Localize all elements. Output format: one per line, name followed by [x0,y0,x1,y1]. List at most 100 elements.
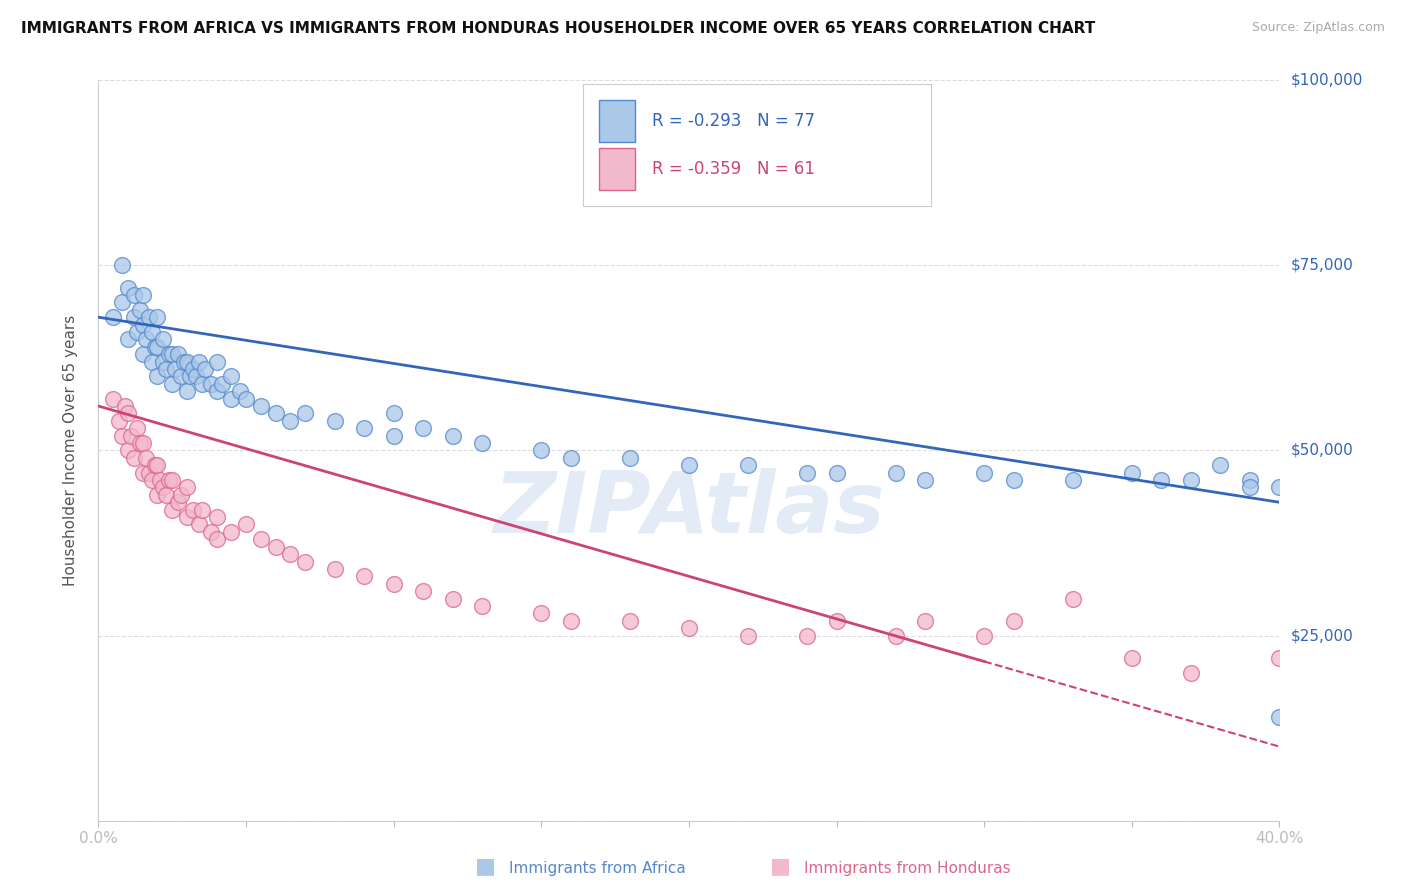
Text: $75,000: $75,000 [1291,258,1354,273]
Point [973,628,995,642]
Point [157,347,180,361]
Text: $50,000: $50,000 [1291,443,1354,458]
Point [250,533,273,547]
Point [108,414,131,428]
Point [176,384,198,399]
Point [560,614,582,628]
Point [1121,466,1143,480]
Point [155,488,177,502]
Point [221,369,243,384]
Point [412,584,434,599]
Point [264,407,287,421]
Point [825,614,848,628]
FancyBboxPatch shape [599,100,634,142]
Point [737,458,759,473]
Point [191,376,214,391]
Point [441,591,464,606]
Point [165,362,187,376]
Point [173,354,195,368]
Point [146,488,169,502]
Point [187,517,209,532]
Point [678,621,700,635]
Point [187,354,209,368]
Point [111,428,134,442]
Point [294,554,316,569]
Point [157,473,180,487]
Point [1062,473,1084,487]
Point [141,354,163,368]
Point [162,347,183,361]
Point [152,332,174,346]
Point [117,407,139,421]
Point [135,332,157,346]
Point [125,421,148,435]
Point [114,399,136,413]
Point [205,354,228,368]
Point [382,576,405,591]
Point [135,450,157,465]
Point [111,258,134,272]
Point [205,384,228,399]
Point [132,436,155,450]
Text: $25,000: $25,000 [1291,628,1354,643]
Point [1268,480,1291,494]
Point [280,414,302,428]
Point [1239,473,1261,487]
Point [138,310,160,325]
Point [162,502,183,516]
Point [221,392,243,406]
Point [152,480,174,494]
Point [143,340,166,354]
Point [221,524,243,539]
Point [162,376,183,391]
Point [382,407,405,421]
Point [678,458,700,473]
Point [619,450,641,465]
Point [825,466,848,480]
Point [179,369,201,384]
Point [1268,650,1291,665]
Point [184,369,207,384]
Point [914,614,936,628]
Point [205,533,228,547]
Point [176,354,198,368]
Point [170,488,193,502]
Point [884,628,907,642]
Point [264,540,287,554]
Text: IMMIGRANTS FROM AFRICA VS IMMIGRANTS FROM HONDURAS HOUSEHOLDER INCOME OVER 65 YE: IMMIGRANTS FROM AFRICA VS IMMIGRANTS FRO… [21,21,1095,36]
Point [1180,473,1202,487]
Point [117,280,139,294]
Point [194,362,217,376]
FancyBboxPatch shape [599,148,634,190]
Point [125,325,148,339]
Point [120,428,142,442]
Point [1121,650,1143,665]
Text: ZIPAtlas: ZIPAtlas [494,468,884,551]
Point [1268,710,1291,724]
Point [132,288,155,302]
Point [103,310,125,325]
Point [181,502,204,516]
Point [1209,458,1232,473]
Point [200,376,222,391]
Point [250,399,273,413]
Point [176,510,198,524]
Point [884,466,907,480]
Point [155,362,177,376]
Text: ■: ■ [475,856,495,876]
Point [181,362,204,376]
Point [1002,473,1025,487]
Point [412,421,434,435]
Point [205,510,228,524]
FancyBboxPatch shape [582,84,931,206]
Point [191,502,214,516]
Point [973,466,995,480]
Text: Immigrants from Honduras: Immigrants from Honduras [804,861,1011,876]
Point [170,369,193,384]
Point [1002,614,1025,628]
Point [294,407,316,421]
Point [530,607,553,621]
Text: Source: ZipAtlas.com: Source: ZipAtlas.com [1251,21,1385,34]
Point [229,384,252,399]
Point [737,628,759,642]
